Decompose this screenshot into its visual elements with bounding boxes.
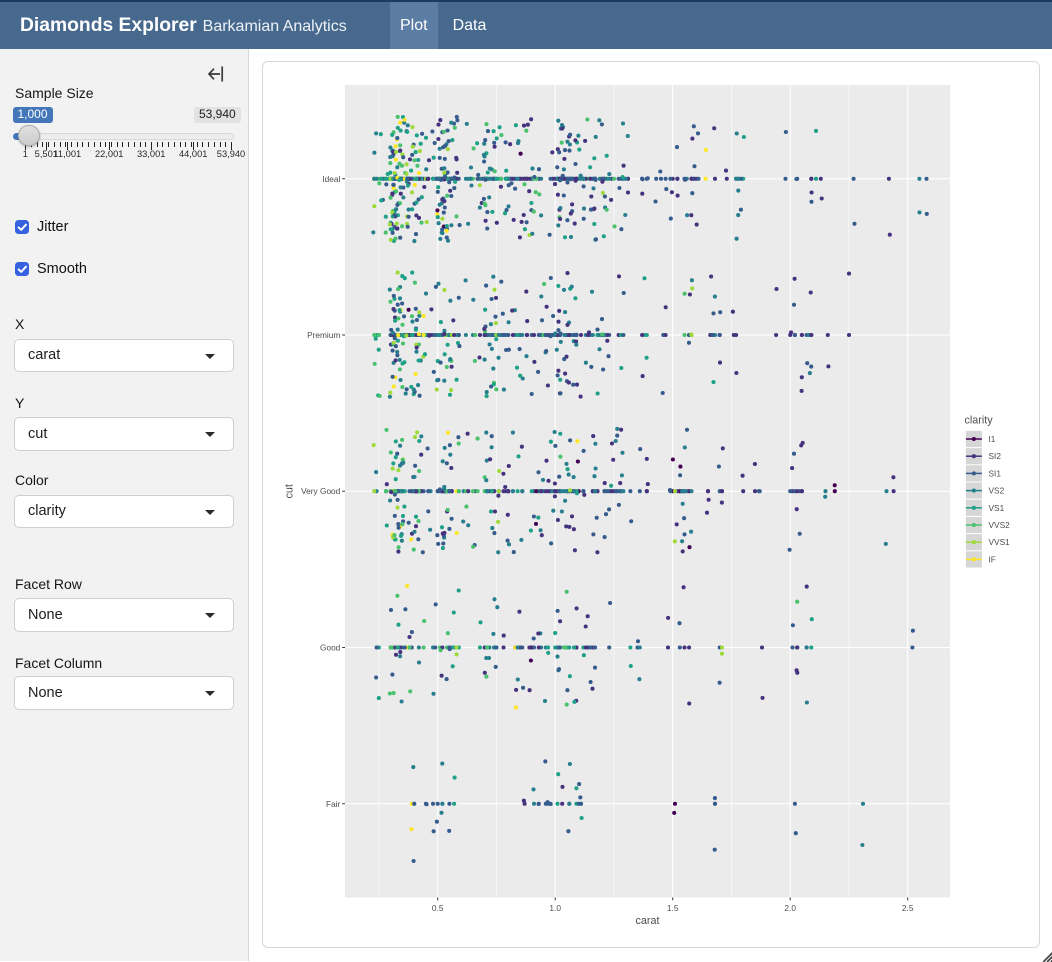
svg-text:2.5: 2.5	[902, 903, 914, 913]
svg-text:Premium: Premium	[307, 330, 340, 340]
svg-text:I1: I1	[989, 434, 996, 444]
svg-text:SI2: SI2	[989, 451, 1002, 461]
svg-text:IF: IF	[989, 554, 996, 564]
svg-text:Very Good: Very Good	[301, 486, 341, 496]
svg-text:SI1: SI1	[989, 468, 1002, 478]
svg-text:VS2: VS2	[989, 486, 1005, 496]
svg-text:2.0: 2.0	[784, 903, 796, 913]
svg-text:Good: Good	[320, 643, 341, 653]
svg-text:carat: carat	[635, 915, 659, 927]
svg-text:0.5: 0.5	[432, 903, 444, 913]
svg-text:VVS1: VVS1	[989, 537, 1011, 547]
svg-text:VS1: VS1	[989, 503, 1005, 513]
svg-text:Ideal: Ideal	[322, 174, 340, 184]
svg-text:clarity: clarity	[965, 414, 994, 426]
svg-text:1.0: 1.0	[549, 903, 561, 913]
svg-text:VVS2: VVS2	[989, 520, 1011, 530]
svg-text:cut: cut	[284, 484, 296, 498]
svg-text:1.5: 1.5	[667, 903, 679, 913]
svg-text:Fair: Fair	[326, 799, 341, 809]
